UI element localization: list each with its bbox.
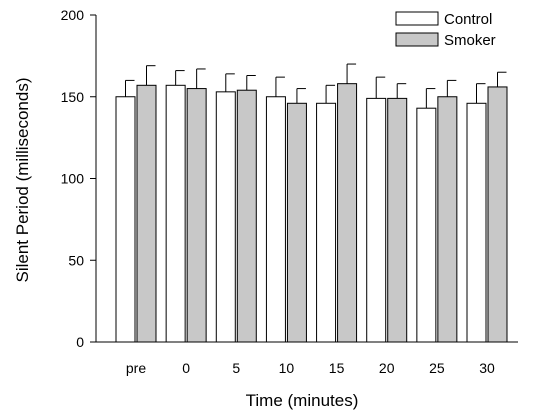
x-tick-label: 5 (232, 360, 240, 376)
bar-smoker-30 (487, 86, 508, 343)
bar-smoker-15 (337, 83, 358, 343)
x-tick-label: 0 (182, 360, 190, 376)
y-tick-label: 0 (76, 334, 84, 350)
legend-swatch-control (395, 11, 439, 26)
x-tick-label: 20 (379, 360, 395, 376)
bar-control-30 (466, 102, 487, 343)
x-tick-label: pre (126, 360, 146, 376)
bar-control-20 (366, 97, 387, 343)
legend-label-control: Control (444, 11, 492, 28)
bar-control-25 (416, 107, 437, 343)
x-tick-label: 25 (429, 360, 445, 376)
x-axis-title: Time (minutes) (246, 391, 359, 410)
y-axis-title: Silent Period (milliseconds) (13, 77, 32, 282)
bar-smoker-25 (437, 96, 458, 343)
bar-control-10 (265, 96, 286, 343)
bar-control-0 (165, 84, 186, 343)
bar-control-5 (215, 91, 236, 343)
y-tick-label: 50 (68, 252, 84, 268)
y-tick-label: 200 (61, 7, 85, 23)
x-tick-label: 10 (279, 360, 295, 376)
bar-smoker-pre (136, 84, 157, 343)
legend-label-smoker: Smoker (444, 32, 496, 49)
bar-smoker-10 (286, 102, 307, 343)
x-tick-label: 15 (329, 360, 345, 376)
bar-smoker-0 (186, 88, 207, 343)
legend-swatch-smoker (395, 32, 439, 47)
y-tick-label: 150 (61, 89, 85, 105)
bar-control-pre (115, 96, 136, 343)
y-tick-label: 100 (61, 171, 85, 187)
bar-control-15 (316, 102, 337, 343)
bar-smoker-5 (236, 89, 257, 343)
bar-smoker-20 (387, 97, 408, 343)
x-tick-label: 30 (479, 360, 495, 376)
plot-area: 0 50 100 150 200 pre 0 5 10 15 20 25 30 Control Smoker (61, 7, 518, 376)
